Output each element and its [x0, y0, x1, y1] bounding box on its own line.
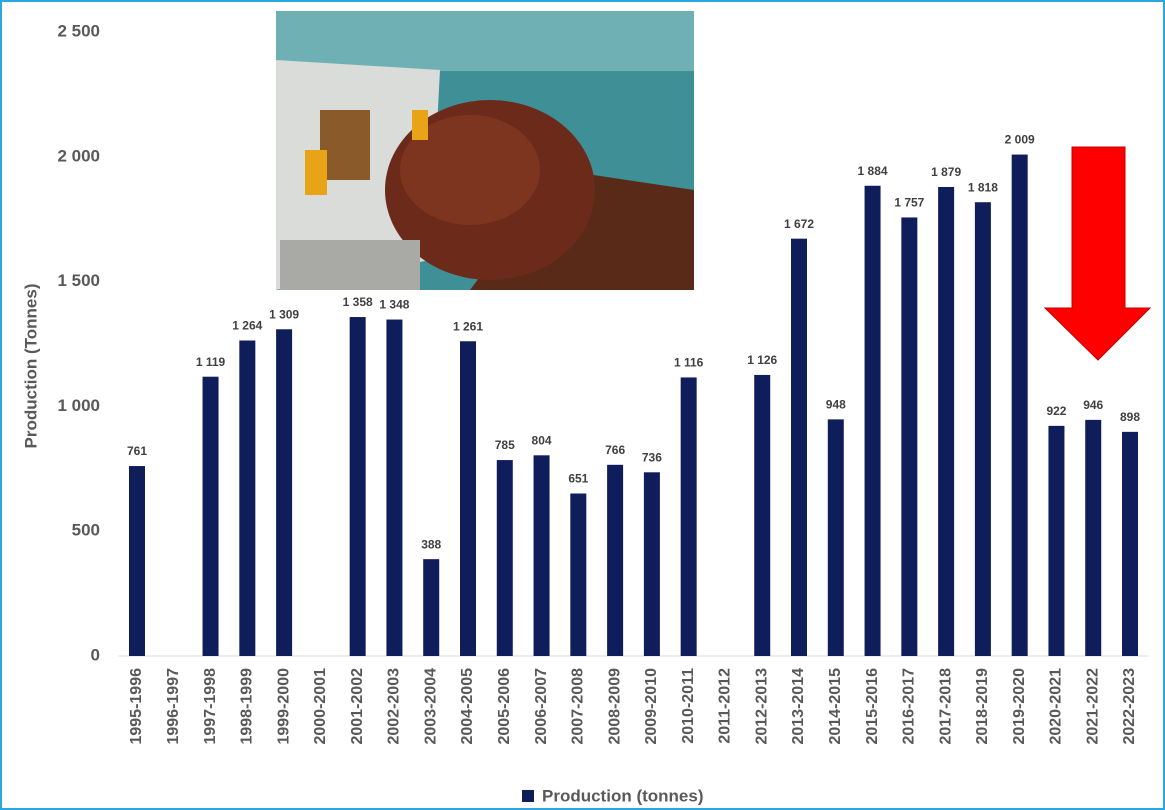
data-label: 766	[605, 443, 625, 457]
bar	[349, 317, 366, 656]
x-tick-label: 2000-2001	[312, 668, 329, 745]
x-tick-label: 1997-1998	[202, 668, 219, 745]
bar	[974, 202, 991, 656]
bar	[1122, 431, 1139, 656]
y-axis-label: Production (Tonnes)	[21, 284, 40, 449]
data-label: 1 309	[269, 307, 299, 321]
bar	[1011, 154, 1028, 657]
x-tick-label: 1995-1996	[128, 668, 145, 745]
bar	[533, 455, 550, 656]
x-tick-label: 2016-2017	[901, 668, 918, 745]
x-tick-label: 2007-2008	[570, 668, 587, 745]
bar	[496, 460, 513, 656]
y-tick-label: 2 500	[57, 21, 100, 40]
x-tick-label: 2009-2010	[643, 668, 660, 745]
legend-label: Production (tonnes)	[542, 786, 703, 805]
bar	[827, 419, 844, 656]
data-label: 1 358	[343, 295, 373, 309]
data-label: 898	[1120, 410, 1140, 424]
bar	[423, 559, 440, 656]
x-tick-label: 2018-2019	[974, 668, 991, 745]
x-tick-label: 2002-2003	[386, 668, 403, 745]
data-label: 785	[495, 438, 515, 452]
data-label: 1 757	[894, 196, 924, 210]
x-tick-label: 2003-2004	[422, 668, 439, 745]
y-tick-label: 2 000	[57, 146, 100, 165]
data-label: 1 818	[968, 180, 998, 194]
x-tick-label: 2017-2018	[937, 668, 954, 745]
x-tick-label: 2013-2014	[790, 668, 807, 745]
bar	[901, 217, 918, 656]
x-tick-label: 2010-2011	[680, 668, 697, 744]
photo	[276, 11, 694, 290]
bar	[643, 472, 660, 656]
down-arrow	[1043, 146, 1152, 361]
x-tick-label: 2005-2006	[496, 668, 513, 745]
data-label: 651	[568, 472, 588, 486]
bar	[1048, 425, 1065, 656]
y-tick-label: 1 500	[57, 271, 100, 290]
legend-swatch	[522, 790, 534, 802]
bar	[386, 319, 403, 656]
data-label: 948	[826, 398, 846, 412]
y-tick-label: 0	[91, 645, 100, 664]
data-label: 922	[1046, 404, 1066, 418]
data-label: 1 672	[784, 217, 814, 231]
data-label: 761	[127, 444, 147, 458]
x-tick-label: 2020-2021	[1048, 668, 1065, 745]
bar	[680, 377, 697, 656]
x-tick-label: 2001-2002	[349, 668, 366, 745]
bar	[791, 238, 808, 656]
bar	[239, 340, 256, 656]
data-label: 946	[1083, 398, 1103, 412]
bar	[607, 464, 624, 656]
data-label: 1 879	[931, 165, 961, 179]
x-tick-label: 2014-2015	[827, 668, 844, 745]
x-tick-label: 2021-2022	[1084, 668, 1101, 745]
bar	[864, 185, 881, 656]
bar	[570, 493, 587, 656]
bar	[938, 187, 955, 657]
x-tick-label: 1998-1999	[239, 668, 256, 745]
x-tick-label: 1999-2000	[275, 668, 292, 745]
x-tick-label: 2022-2023	[1121, 668, 1138, 745]
data-label: 1 348	[379, 298, 409, 312]
bar	[128, 466, 145, 656]
data-label: 1 884	[858, 164, 888, 178]
bar	[1085, 419, 1102, 656]
data-label: 1 126	[747, 353, 777, 367]
data-label: 2 009	[1005, 133, 1035, 147]
x-tick-label: 2006-2007	[533, 668, 550, 745]
x-tick-label: 2004-2005	[459, 668, 476, 745]
x-tick-label: 2012-2013	[753, 668, 770, 745]
y-tick-label: 1 000	[57, 396, 100, 415]
data-label: 1 116	[674, 356, 704, 370]
y-tick-label: 500	[72, 521, 100, 540]
x-tick-label: 1996-1997	[165, 668, 182, 745]
data-label: 1 264	[232, 319, 262, 333]
data-label: 1 119	[196, 355, 226, 369]
bar	[276, 329, 293, 656]
data-label: 804	[532, 433, 552, 447]
x-tick-label: 2015-2016	[864, 668, 881, 745]
bar	[202, 376, 219, 656]
data-label: 736	[642, 450, 662, 464]
data-label: 1 261	[453, 319, 483, 333]
bar	[459, 341, 476, 656]
x-tick-label: 2019-2020	[1011, 668, 1028, 745]
bar	[754, 374, 771, 656]
x-tick-label: 2011-2012	[717, 668, 734, 744]
x-tick-label: 2008-2009	[606, 668, 623, 745]
data-label: 388	[421, 537, 441, 551]
